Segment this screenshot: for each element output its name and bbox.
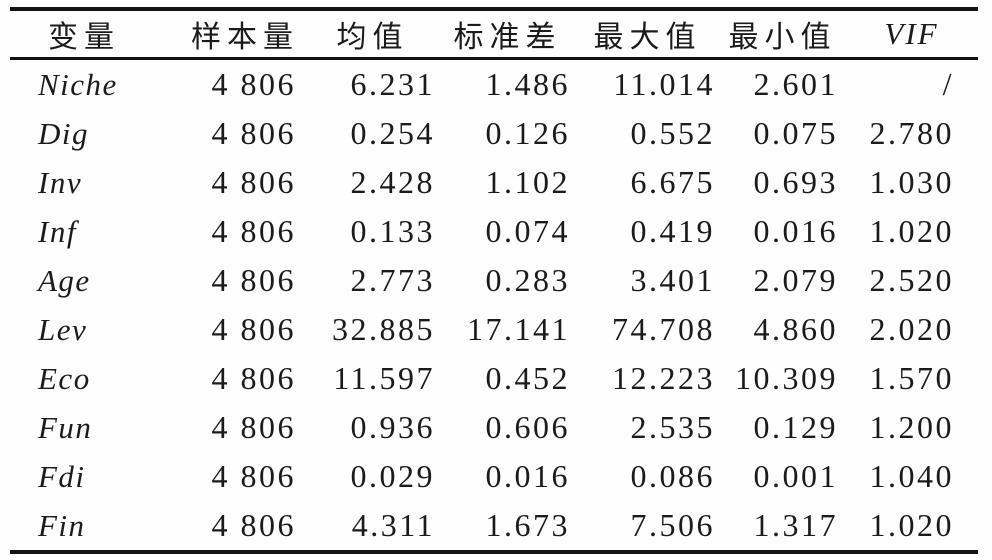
cell-max: 74.708	[612, 311, 715, 347]
cell-vif: 1.040	[869, 458, 954, 494]
cell-std-dev: 0.283	[485, 262, 570, 298]
cell-sample-size: 4 806	[211, 311, 296, 347]
cell-mean: 0.254	[350, 115, 435, 151]
cell-max: 0.419	[630, 213, 715, 249]
cell-max: 7.506	[630, 507, 715, 543]
cell-vif: /	[942, 66, 954, 102]
cell-min: 0.129	[753, 409, 838, 445]
table-body: Niche 4 806 6.231 1.486 11.014 2.601 / D…	[10, 59, 978, 553]
cell-max: 6.675	[630, 164, 715, 200]
cell-sample-size: 4 806	[211, 213, 296, 249]
table-row: Fin 4 806 4.311 1.673 7.506 1.317 1.020	[10, 501, 978, 552]
header-row: 变量 样本量 均值 标准差 最大值 最小值 VIF	[10, 9, 978, 60]
header-min: 最小值	[720, 9, 845, 60]
cell-std-dev: 17.141	[467, 311, 570, 347]
cell-min: 0.001	[753, 458, 838, 494]
header-std-dev: 标准差	[440, 9, 575, 60]
cell-mean: 2.428	[350, 164, 435, 200]
table-header: 变量 样本量 均值 标准差 最大值 最小值 VIF	[10, 9, 978, 60]
table-row: Fdi 4 806 0.029 0.016 0.086 0.001 1.040	[10, 452, 978, 501]
cell-mean: 32.885	[332, 311, 435, 347]
cell-variable: Fin	[38, 507, 86, 543]
cell-min: 1.317	[753, 507, 838, 543]
cell-sample-size: 4 806	[211, 66, 296, 102]
cell-mean: 0.936	[350, 409, 435, 445]
cell-mean: 0.029	[350, 458, 435, 494]
table-row: Fun 4 806 0.936 0.606 2.535 0.129 1.200	[10, 403, 978, 452]
cell-sample-size: 4 806	[211, 360, 296, 396]
cell-mean: 2.773	[350, 262, 435, 298]
cell-std-dev: 0.606	[485, 409, 570, 445]
cell-min: 2.079	[753, 262, 838, 298]
cell-variable: Dig	[38, 115, 89, 151]
table-row: Inv 4 806 2.428 1.102 6.675 0.693 1.030	[10, 158, 978, 207]
cell-variable: Fdi	[38, 458, 86, 494]
cell-vif: 1.570	[869, 360, 954, 396]
cell-vif: 1.020	[869, 213, 954, 249]
cell-mean: 4.311	[351, 507, 435, 543]
cell-sample-size: 4 806	[211, 262, 296, 298]
cell-max: 11.014	[613, 66, 715, 102]
cell-variable: Fun	[38, 409, 93, 445]
cell-std-dev: 0.452	[485, 360, 570, 396]
table-row: Lev 4 806 32.885 17.141 74.708 4.860 2.0…	[10, 305, 978, 354]
cell-min: 4.860	[753, 311, 838, 347]
cell-sample-size: 4 806	[211, 507, 296, 543]
cell-variable: Eco	[38, 360, 91, 396]
cell-vif: 1.020	[869, 507, 954, 543]
table-row: Age 4 806 2.773 0.283 3.401 2.079 2.520	[10, 256, 978, 305]
cell-vif: 2.780	[869, 115, 954, 151]
cell-mean: 11.597	[333, 360, 435, 396]
header-vif: VIF	[845, 9, 978, 60]
table-row: Niche 4 806 6.231 1.486 11.014 2.601 /	[10, 59, 978, 110]
cell-variable: Inf	[38, 213, 77, 249]
cell-std-dev: 0.074	[485, 213, 570, 249]
cell-std-dev: 0.126	[485, 115, 570, 151]
cell-max: 3.401	[630, 262, 715, 298]
cell-min: 2.601	[753, 66, 838, 102]
cell-std-dev: 0.016	[485, 458, 570, 494]
cell-sample-size: 4 806	[211, 115, 296, 151]
cell-max: 0.552	[630, 115, 715, 151]
header-max: 最大值	[575, 9, 720, 60]
cell-std-dev: 1.486	[485, 66, 570, 102]
cell-variable: Niche	[38, 66, 118, 102]
cell-mean: 0.133	[350, 213, 435, 249]
table-row: Dig 4 806 0.254 0.126 0.552 0.075 2.780	[10, 109, 978, 158]
header-sample-size: 样本量	[185, 9, 305, 60]
cell-std-dev: 1.673	[485, 507, 570, 543]
cell-std-dev: 1.102	[485, 164, 570, 200]
cell-max: 2.535	[630, 409, 715, 445]
cell-variable: Inv	[38, 164, 83, 200]
cell-max: 12.223	[612, 360, 715, 396]
header-mean: 均值	[305, 9, 440, 60]
header-variable: 变量	[10, 9, 185, 60]
cell-sample-size: 4 806	[211, 458, 296, 494]
cell-variable: Age	[38, 262, 91, 298]
cell-mean: 6.231	[350, 66, 435, 102]
cell-vif: 1.030	[869, 164, 954, 200]
table-row: Eco 4 806 11.597 0.452 12.223 10.309 1.5…	[10, 354, 978, 403]
cell-min: 0.075	[753, 115, 838, 151]
cell-vif: 1.200	[869, 409, 954, 445]
cell-sample-size: 4 806	[211, 409, 296, 445]
descriptive-statistics-table: 变量 样本量 均值 标准差 最大值 最小值 VIF Niche 4 806 6.…	[10, 7, 978, 554]
cell-max: 0.086	[630, 458, 715, 494]
cell-variable: Lev	[38, 311, 88, 347]
cell-sample-size: 4 806	[211, 164, 296, 200]
cell-min: 10.309	[735, 360, 838, 396]
cell-vif: 2.520	[869, 262, 954, 298]
cell-min: 0.693	[753, 164, 838, 200]
cell-vif: 2.020	[869, 311, 954, 347]
cell-min: 0.016	[753, 213, 838, 249]
table-row: Inf 4 806 0.133 0.074 0.419 0.016 1.020	[10, 207, 978, 256]
